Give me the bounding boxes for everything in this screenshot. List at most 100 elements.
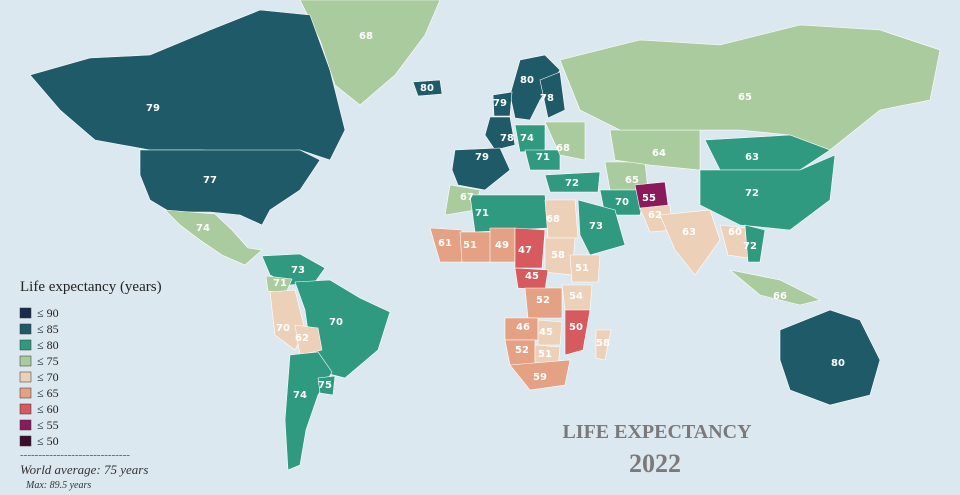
legend: ≤ 90 ≤ 85 ≤ 80 ≤ 75 ≤ 70 ≤ 65 ≤ 60 ≤ 55 ≤ 50 bbox=[19, 306, 59, 448]
country-label: 51 bbox=[575, 263, 589, 274]
country bbox=[577, 199, 626, 256]
country bbox=[139, 149, 321, 226]
separator: ------------------------------ bbox=[20, 449, 130, 461]
country-label: 50 bbox=[569, 322, 583, 333]
regions bbox=[29, 0, 941, 471]
country bbox=[514, 227, 546, 269]
country-label: 70 bbox=[615, 197, 629, 208]
legend-label: ≤ 50 bbox=[37, 434, 59, 448]
country-label: 55 bbox=[642, 193, 656, 204]
country bbox=[537, 319, 563, 346]
country-label: 71 bbox=[536, 152, 550, 163]
country-label: 61 bbox=[438, 238, 452, 249]
legend-title: Life expectancy (years) bbox=[20, 279, 162, 295]
map-title: LIFE EXPECTANCY bbox=[562, 421, 752, 443]
legend-label: ≤ 65 bbox=[37, 386, 59, 400]
country-label: 78 bbox=[540, 93, 554, 104]
country bbox=[539, 71, 566, 119]
legend-label: ≤ 55 bbox=[37, 418, 59, 432]
country-label: 45 bbox=[525, 271, 539, 282]
country-label: 70 bbox=[276, 323, 290, 334]
map-year: 2022 bbox=[629, 449, 681, 478]
country-label: 72 bbox=[745, 188, 759, 199]
country-label: 67 bbox=[460, 192, 474, 203]
country bbox=[559, 24, 941, 151]
country-label: 74 bbox=[520, 133, 534, 144]
country bbox=[451, 147, 511, 191]
country-label: 52 bbox=[515, 345, 529, 356]
legend-swatch bbox=[19, 323, 32, 335]
country-label: 60 bbox=[728, 227, 742, 238]
country-label: 45 bbox=[539, 327, 553, 338]
country-label: 80 bbox=[420, 83, 434, 94]
country-label: 80 bbox=[831, 358, 845, 369]
country bbox=[704, 134, 831, 171]
country-label: 47 bbox=[518, 245, 532, 256]
country bbox=[412, 79, 443, 97]
country-label: 77 bbox=[203, 175, 217, 186]
country bbox=[595, 329, 612, 361]
legend-swatch bbox=[19, 339, 32, 351]
country-label: 58 bbox=[551, 250, 565, 261]
country-label: 65 bbox=[738, 92, 752, 103]
country-label: 66 bbox=[773, 291, 787, 302]
country-label: 73 bbox=[589, 221, 603, 232]
country bbox=[564, 309, 591, 356]
country bbox=[744, 224, 766, 263]
legend-swatch bbox=[19, 371, 32, 383]
country bbox=[294, 324, 323, 356]
country-label: 63 bbox=[745, 152, 759, 163]
country-label: 62 bbox=[648, 210, 662, 221]
country-label: 68 bbox=[546, 214, 560, 225]
country-label: 79 bbox=[493, 98, 507, 109]
country bbox=[492, 91, 513, 117]
country-label: 54 bbox=[569, 291, 583, 302]
legend-swatch bbox=[19, 355, 32, 367]
country-label: 75 bbox=[318, 380, 332, 391]
country-label: 74 bbox=[293, 390, 307, 401]
country bbox=[729, 269, 821, 306]
country-label: 59 bbox=[533, 372, 547, 383]
country bbox=[29, 9, 346, 161]
labels: 6879777473717070627475808078797879747168… bbox=[146, 31, 845, 401]
country-label: 79 bbox=[475, 152, 489, 163]
country-label: 71 bbox=[273, 278, 287, 289]
country-label: 52 bbox=[536, 295, 550, 306]
country bbox=[659, 209, 721, 276]
country bbox=[699, 154, 836, 231]
legend-swatch bbox=[19, 419, 32, 431]
country-label: 79 bbox=[146, 103, 160, 114]
country-label: 63 bbox=[682, 227, 696, 238]
legend-label: ≤ 80 bbox=[37, 338, 59, 352]
country bbox=[317, 375, 336, 396]
country-label: 51 bbox=[538, 349, 552, 360]
country-label: 49 bbox=[495, 240, 509, 251]
country-label: 73 bbox=[291, 265, 305, 276]
legend-label: ≤ 70 bbox=[37, 370, 59, 384]
country-label: 68 bbox=[556, 143, 570, 154]
legend-swatch bbox=[19, 307, 32, 319]
country-label: 58 bbox=[596, 338, 610, 349]
country bbox=[164, 209, 263, 266]
country-label: 72 bbox=[743, 241, 757, 252]
country bbox=[524, 287, 563, 319]
country-label: 62 bbox=[295, 333, 309, 344]
country bbox=[569, 254, 601, 283]
world-average: World average: 75 years bbox=[20, 462, 148, 477]
country-label: 72 bbox=[565, 178, 579, 189]
max-note: Max: 89.5 years bbox=[25, 480, 91, 491]
legend-swatch bbox=[19, 435, 32, 447]
country bbox=[544, 121, 586, 161]
legend-label: ≤ 60 bbox=[37, 402, 59, 416]
country-label: 65 bbox=[625, 175, 639, 186]
country bbox=[544, 171, 601, 193]
legend-label: ≤ 75 bbox=[37, 354, 59, 368]
country-label: 64 bbox=[652, 148, 666, 159]
legend-label: ≤ 85 bbox=[37, 322, 59, 336]
country bbox=[779, 309, 881, 406]
country-label: 68 bbox=[359, 31, 373, 42]
country-label: 46 bbox=[516, 322, 530, 333]
country-label: 71 bbox=[475, 208, 489, 219]
